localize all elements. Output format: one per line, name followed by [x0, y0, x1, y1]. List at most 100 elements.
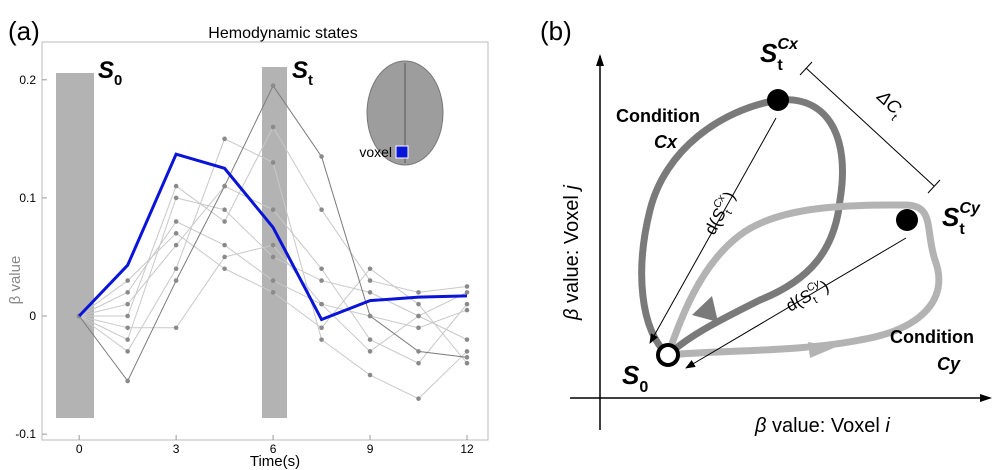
point — [270, 207, 276, 213]
voxel-label: voxel — [359, 144, 392, 160]
series-group — [76, 83, 470, 401]
direction-arrow — [808, 342, 836, 358]
point — [319, 301, 324, 307]
point — [416, 360, 421, 366]
panel-label: (b) — [540, 16, 572, 46]
x-tick-label: 3 — [173, 442, 180, 456]
point — [270, 83, 276, 88]
delta-line — [805, 67, 935, 187]
point — [416, 301, 421, 307]
point — [125, 290, 130, 295]
subscript: t — [811, 294, 819, 306]
subscript: 0 — [114, 73, 122, 89]
y-tick-label: -0.1 — [15, 427, 36, 441]
label-part: ΔC — [873, 86, 906, 119]
point — [173, 231, 179, 236]
subscript: t — [777, 56, 783, 74]
point — [464, 355, 470, 360]
superscript: Cx — [777, 35, 799, 53]
subscript: 0 — [639, 378, 648, 396]
point — [173, 325, 179, 331]
plot-frame — [41, 41, 489, 441]
origin-point — [656, 343, 680, 367]
state-point — [896, 209, 918, 231]
subscript: t — [723, 208, 735, 216]
x-tick-label: 12 — [460, 442, 474, 456]
y-tick-label: 0 — [29, 309, 36, 323]
point — [319, 278, 324, 283]
y-tick-label: 0.1 — [19, 191, 36, 205]
label: St — [292, 57, 313, 89]
y-axis-label: β value — [7, 256, 24, 305]
point — [125, 349, 130, 354]
condition-name: Cy — [937, 354, 961, 374]
point — [270, 124, 276, 130]
point — [464, 290, 470, 295]
point — [319, 337, 324, 342]
x-tick-label: 0 — [76, 442, 83, 456]
label: β value: Voxel j — [561, 185, 583, 321]
point — [173, 266, 179, 272]
point — [173, 195, 179, 201]
point — [270, 254, 276, 260]
point — [173, 242, 179, 248]
point — [125, 378, 130, 384]
point — [125, 325, 130, 331]
point — [270, 242, 276, 248]
label-part: S — [622, 360, 640, 390]
label-part: S — [98, 57, 114, 84]
x-tick-label: 6 — [270, 442, 277, 456]
point — [367, 290, 373, 295]
point — [464, 349, 470, 354]
time-window — [56, 73, 94, 418]
point — [222, 266, 227, 272]
point — [319, 154, 324, 159]
state-point — [767, 89, 789, 111]
subscript: t — [308, 73, 313, 89]
chart-title: Hemodynamic states — [208, 25, 357, 42]
point — [367, 372, 373, 378]
condition-label: Condition — [616, 106, 700, 126]
point — [222, 207, 227, 213]
point — [222, 219, 227, 224]
superscript: Cy — [959, 199, 981, 217]
point — [367, 349, 373, 354]
point — [319, 266, 324, 272]
label-part: i — [885, 415, 890, 437]
point — [222, 254, 227, 260]
point — [464, 307, 470, 313]
label-part: value: Voxel — [766, 415, 885, 437]
distance-line — [649, 117, 777, 344]
label-part: S — [292, 57, 308, 84]
point — [222, 183, 227, 189]
label-part: j — [561, 185, 583, 193]
point — [270, 290, 276, 295]
x-tick-label: 9 — [367, 442, 374, 456]
delta-tick — [799, 61, 813, 76]
trajectory-cx — [638, 96, 846, 358]
point — [222, 136, 227, 142]
point — [416, 396, 421, 401]
label: S0 — [622, 360, 648, 396]
label: ΔCt — [870, 86, 909, 124]
subscript: t — [959, 220, 965, 238]
point — [319, 207, 324, 213]
condition-label: Condition — [890, 327, 974, 347]
label-part: S — [942, 202, 960, 232]
label-part: β — [754, 415, 766, 437]
point — [464, 301, 470, 307]
point — [319, 325, 324, 331]
superscript: Cx — [711, 192, 728, 210]
point — [416, 349, 421, 354]
label: SCx t — [760, 35, 799, 74]
point — [125, 278, 130, 283]
point — [125, 301, 130, 307]
subscript: t — [889, 112, 900, 124]
y-tick-label: 0.2 — [19, 73, 36, 87]
distance-line — [685, 237, 907, 369]
point — [367, 266, 373, 272]
point — [173, 219, 179, 224]
condition-name: Cx — [654, 132, 678, 152]
point — [270, 160, 276, 165]
voxel-marker — [395, 145, 409, 159]
